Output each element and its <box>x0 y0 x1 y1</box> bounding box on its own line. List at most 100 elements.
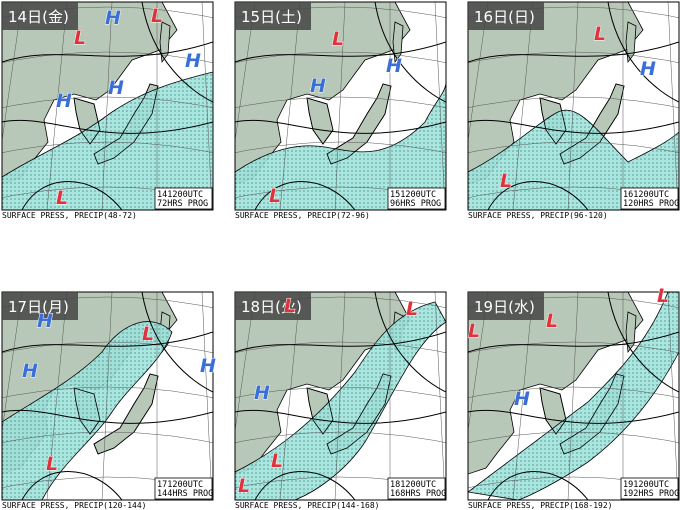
lon-line <box>235 292 256 433</box>
forecast: 120HRS PROG <box>623 199 679 209</box>
coast <box>326 83 392 165</box>
pressure-center: L <box>74 27 86 49</box>
pressure-center: H <box>200 355 216 377</box>
pressure-center: L <box>468 320 480 342</box>
caption: SURFACE PRESS, PRECIP(72-96) <box>235 211 370 220</box>
isobar <box>374 2 446 103</box>
land <box>625 21 637 64</box>
frame <box>467 291 680 501</box>
isobar <box>468 119 679 134</box>
lon-line <box>567 292 579 500</box>
stamp-bg <box>620 187 679 210</box>
lat-line <box>468 431 679 443</box>
coast <box>559 373 625 455</box>
pressure-center: L <box>56 187 68 209</box>
label-bg <box>235 2 311 30</box>
isobar <box>468 331 679 353</box>
pressure-center: H <box>37 310 53 332</box>
lon-line <box>101 2 113 210</box>
lat-line <box>2 141 213 153</box>
valid-time: 151200UTC <box>390 190 436 200</box>
lon-line <box>667 292 679 500</box>
day-label: 17日(月) <box>8 298 69 316</box>
isobar <box>2 409 213 424</box>
pressure-center: H <box>108 77 124 99</box>
pressure-center: L <box>406 298 418 320</box>
stamp-bg <box>387 187 446 210</box>
precip-area <box>468 292 679 500</box>
pressure-center: H <box>105 7 121 29</box>
day-label: 14日(金) <box>8 8 69 26</box>
valid-time: 191200UTC <box>623 480 669 490</box>
day-label: 18日(火) <box>241 298 302 316</box>
isobar <box>2 331 213 353</box>
pressure-center: H <box>254 382 270 404</box>
precip-area <box>2 71 213 210</box>
pressure-center: L <box>46 453 58 475</box>
lon-line <box>434 292 446 500</box>
stamp-bg <box>154 477 213 500</box>
isobar <box>235 41 446 63</box>
pressure-center: H <box>56 90 72 112</box>
label-bg <box>2 2 78 30</box>
frame <box>467 1 680 211</box>
map-body <box>235 2 446 210</box>
label-bg <box>2 292 78 320</box>
map-body <box>235 292 446 500</box>
isobar <box>607 2 679 103</box>
coast <box>539 387 567 435</box>
land <box>159 21 171 64</box>
coast <box>539 97 567 145</box>
lon-line <box>201 292 213 500</box>
pressure-center: H <box>514 388 530 410</box>
coast <box>93 373 159 455</box>
forecast: 168HRS PROG <box>390 489 446 499</box>
pressure-center: L <box>500 170 512 192</box>
land <box>392 21 404 64</box>
pressure-center: L <box>271 450 283 472</box>
isobar <box>254 181 356 210</box>
caption: SURFACE PRESS, PRECIP(120-144) <box>2 501 147 510</box>
stamp-bg <box>154 187 213 210</box>
lon-line <box>334 292 346 500</box>
pressure-center: L <box>238 475 250 497</box>
valid-time: 141200UTC <box>157 190 203 200</box>
lon-line <box>468 2 489 143</box>
isobar <box>21 181 123 210</box>
coast <box>73 97 101 145</box>
lon-line <box>512 2 534 210</box>
forecast: 96HRS PROG <box>390 199 441 209</box>
isobar <box>487 471 589 500</box>
lat-line <box>468 141 679 153</box>
isobar <box>141 292 213 393</box>
coast <box>326 373 392 455</box>
land <box>625 311 637 354</box>
precip-area <box>235 301 446 500</box>
map-body <box>468 292 679 500</box>
pressure-center: L <box>151 5 163 27</box>
lon-line <box>512 292 534 500</box>
lon-line <box>2 292 23 433</box>
pressure-center: L <box>594 23 606 45</box>
lat-line <box>235 341 446 353</box>
forecast: 192HRS PROG <box>623 489 679 499</box>
stamp-bg <box>620 477 679 500</box>
lon-line <box>334 2 346 210</box>
map-body <box>2 292 213 500</box>
lon-line <box>567 2 579 210</box>
map-body <box>2 2 213 210</box>
land <box>468 292 644 475</box>
frame <box>1 1 214 211</box>
coast <box>306 97 334 145</box>
caption: SURFACE PRESS, PRECIP(48-72) <box>2 211 137 220</box>
frame <box>234 291 447 501</box>
caption: SURFACE PRESS, PRECIP(144-168) <box>235 501 380 510</box>
lon-line <box>201 2 213 210</box>
lon-line <box>279 292 301 500</box>
lat-line <box>2 431 213 443</box>
pressure-center: L <box>546 310 558 332</box>
valid-time: 171200UTC <box>157 480 203 490</box>
map-body <box>468 2 679 210</box>
valid-time: 181200UTC <box>390 480 436 490</box>
